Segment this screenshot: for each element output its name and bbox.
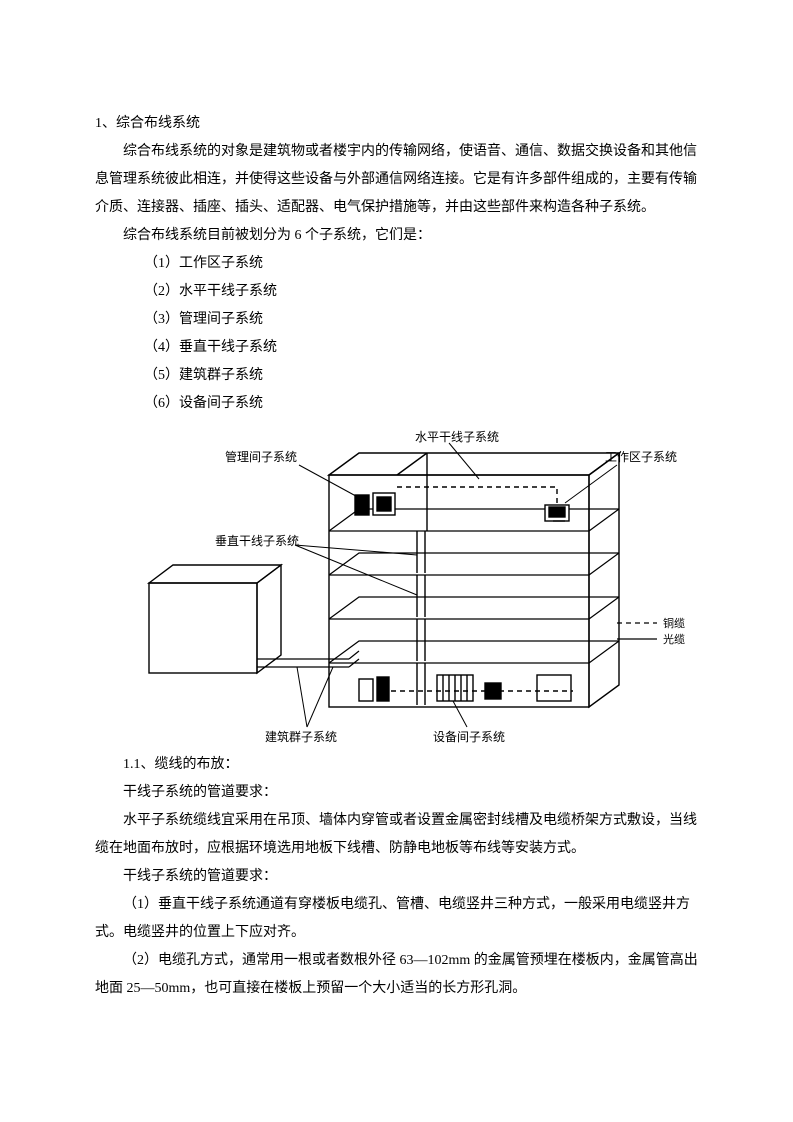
paragraph: 干线子系统的管道要求： — [95, 863, 698, 891]
paragraph: 干线子系统的管道要求： — [95, 779, 698, 807]
document-page: 1、综合布线系统 综合布线系统的对象是建筑物或者楼宇内的传输网络，使语音、通信、… — [0, 0, 793, 1122]
diagram-label-work: 工作区子系统 — [605, 450, 677, 464]
diagram-label-complex: 建筑群子系统 — [265, 729, 337, 744]
subsection-heading: 1.1、缆线的布放： — [95, 751, 698, 779]
list-item: （4）垂直干线子系统 — [95, 334, 698, 362]
cabling-system-diagram: 管理间子系统 水平干线子系统 工作区子系统 垂直干线子系统 建筑群子系统 设备间… — [97, 423, 697, 745]
legend-copper: 铜缆 — [663, 616, 685, 630]
list-item: （3）管理间子系统 — [95, 306, 698, 334]
diagram-label-equip: 设备间子系统 — [433, 730, 505, 744]
list-item: （5）建筑群子系统 — [95, 362, 698, 390]
paragraph: （1）垂直干线子系统通道有穿楼板电缆孔、管槽、电缆竖井三种方式，一般采用电缆竖井… — [95, 891, 698, 947]
paragraph: （2）电缆孔方式，通常用一根或者数根外径 63—102mm 的金属管预埋在楼板内… — [95, 947, 698, 1003]
paragraph: 综合布线系统的对象是建筑物或者楼宇内的传输网络，使语音、通信、数据交换设备和其他… — [95, 138, 698, 222]
paragraph: 水平子系统缆线宜采用在吊顶、墙体内穿管或者设置金属密封线槽及电缆桥架方式敷设，当… — [95, 807, 698, 863]
section-heading: 1、综合布线系统 — [95, 110, 698, 138]
list-item: （1）工作区子系统 — [95, 250, 698, 278]
legend-fiber: 光缆 — [663, 632, 685, 646]
diagram-label-mgmt: 管理间子系统 — [225, 449, 297, 464]
paragraph: 综合布线系统目前被划分为 6 个子系统，它们是： — [95, 222, 698, 250]
diagram-label-vert: 垂直干线子系统 — [215, 534, 299, 548]
list-item: （2）水平干线子系统 — [95, 278, 698, 306]
diagram-label-horiz: 水平干线子系统 — [415, 430, 499, 444]
list-item: （6）设备间子系统 — [95, 390, 698, 418]
